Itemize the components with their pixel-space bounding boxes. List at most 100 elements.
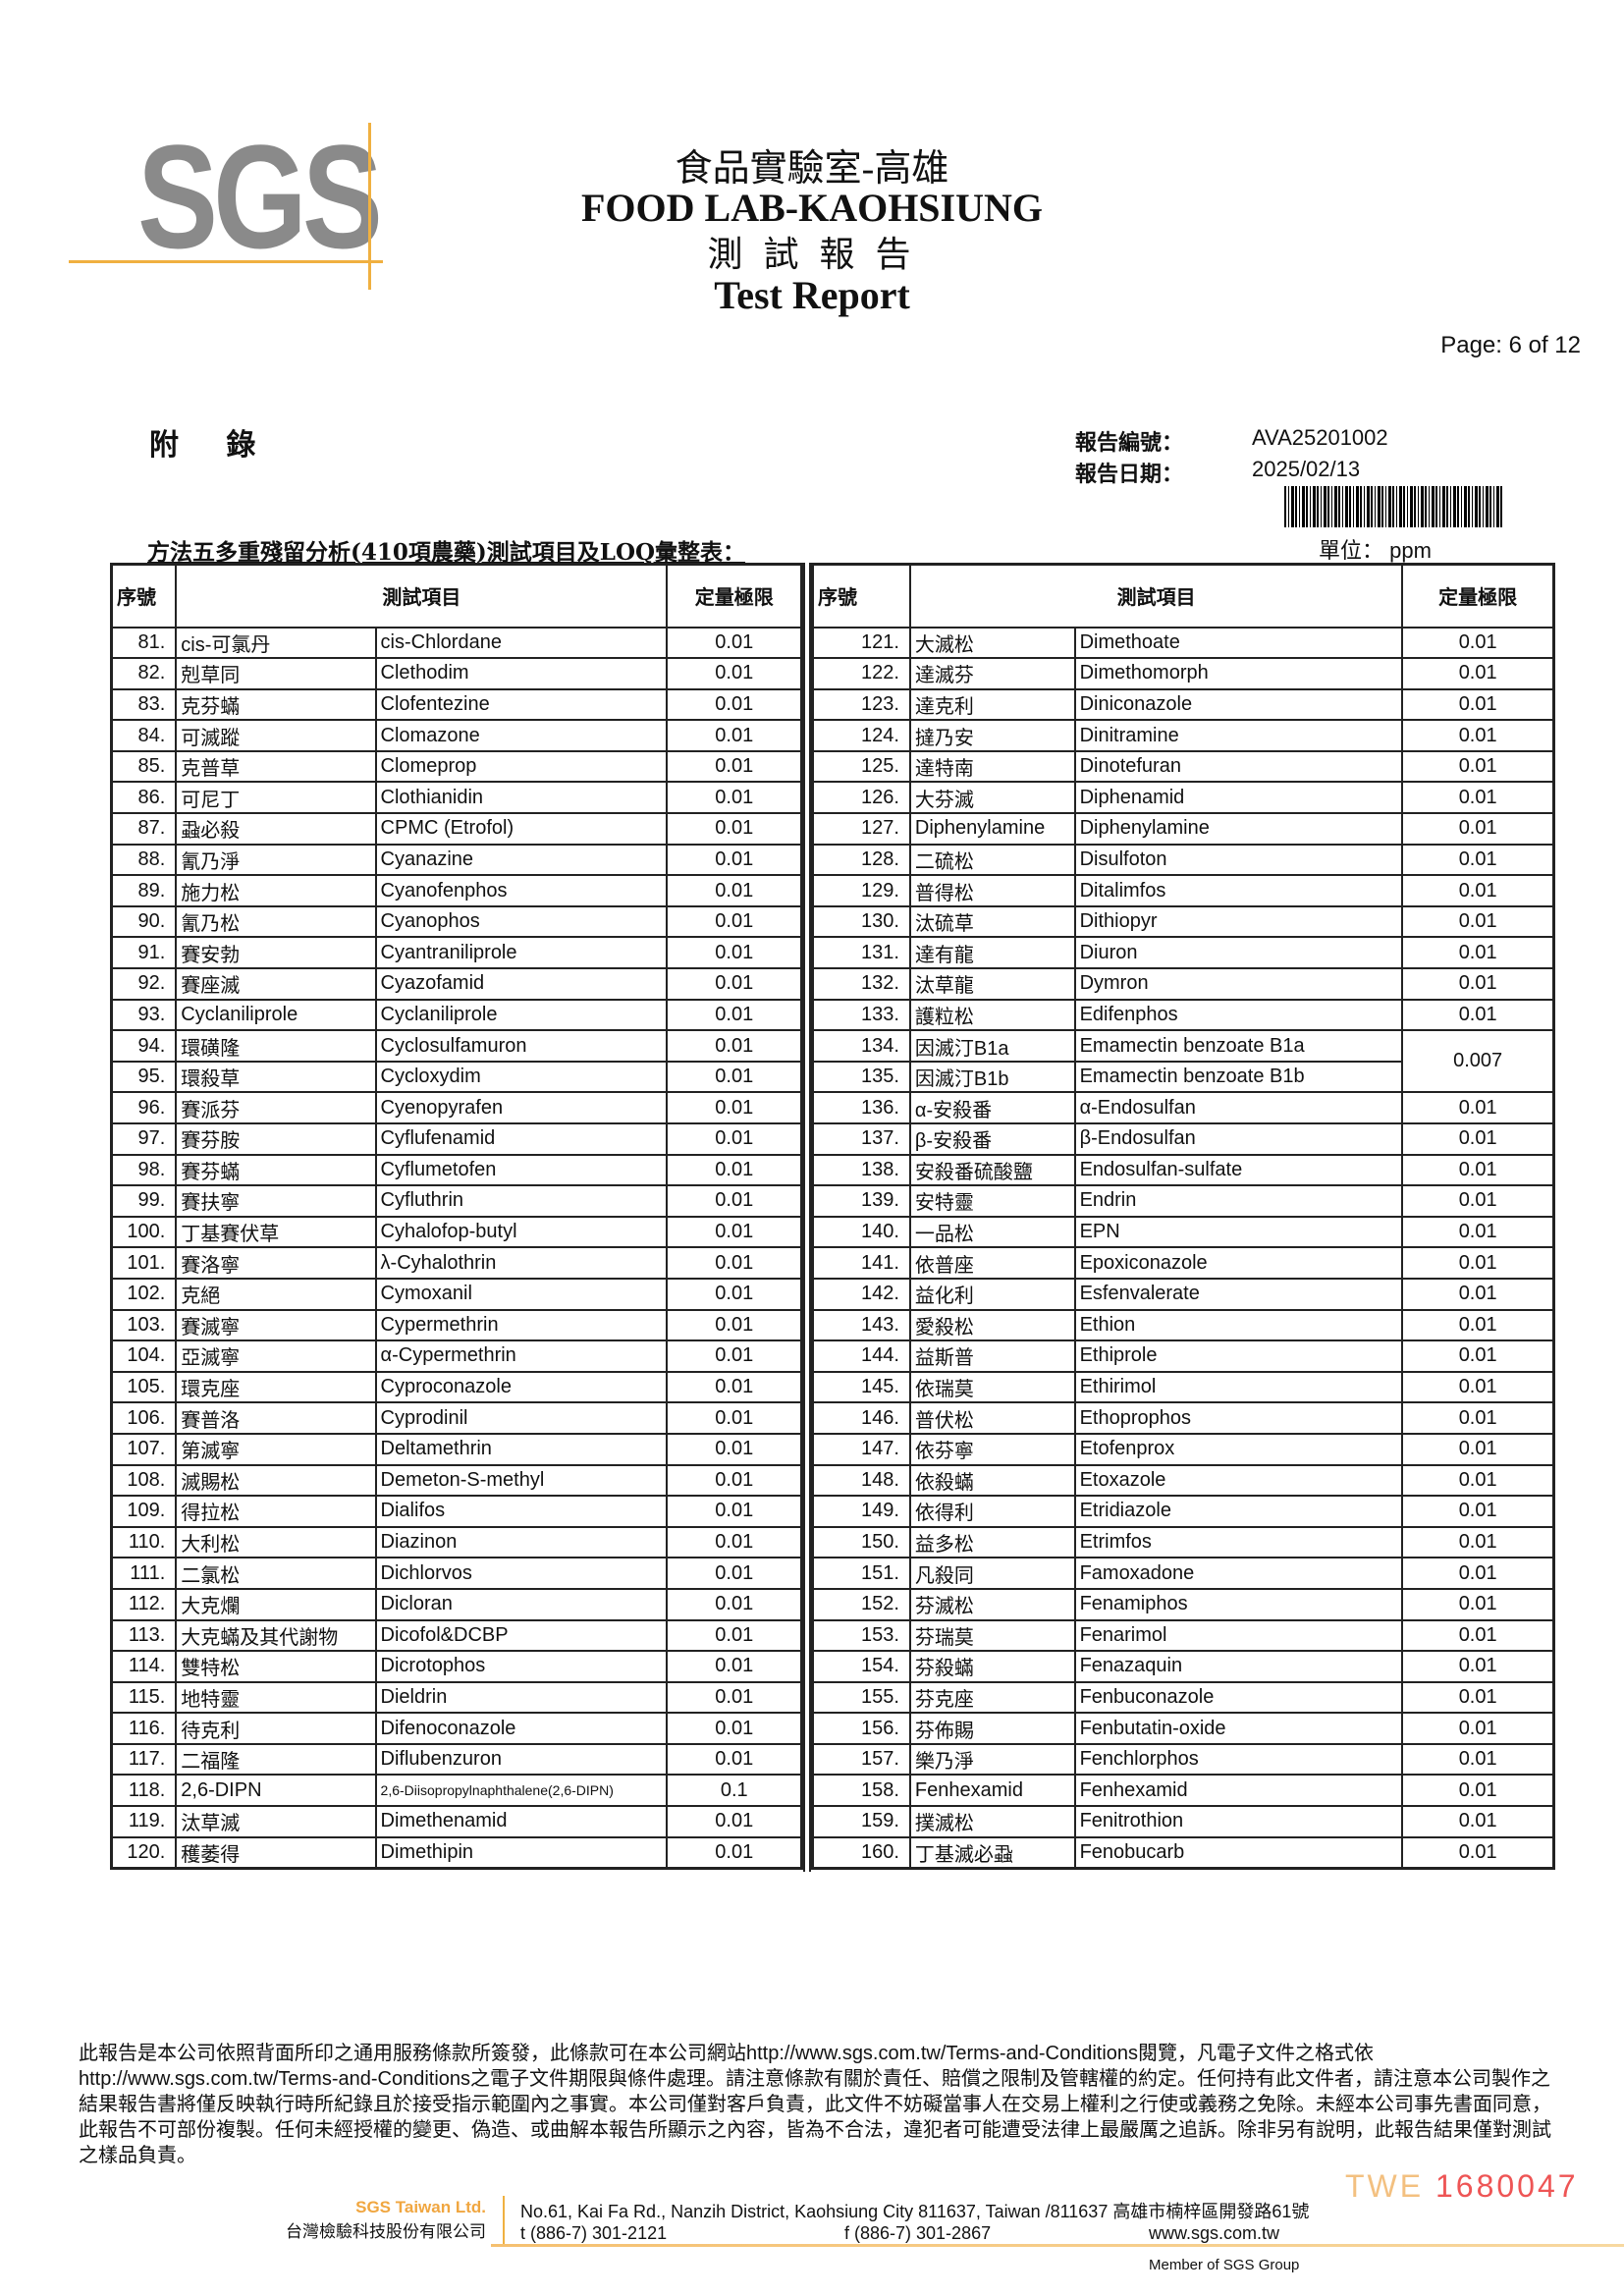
loq-value: 0.01 [666, 1029, 803, 1063]
table-row: 108. 滅賜松 Demeton-S-methyl 0.01 [110, 1463, 803, 1498]
table-row: 132. 汰草龍 Dymron 0.01 [811, 967, 1555, 1001]
terms-link[interactable]: http://www.sgs.com.tw/Terms-and-Conditio… [746, 2043, 1139, 2064]
seq-number: 149. [811, 1495, 911, 1528]
loq-value: 0.01 [666, 1805, 803, 1838]
chinese-name: 二硫松 [908, 843, 1076, 877]
loq-value: 0.01 [666, 1587, 803, 1621]
english-name: Difenoconazole [374, 1712, 669, 1745]
chinese-name: 大克爛 [175, 1587, 377, 1621]
loq-value: 0.01 [1401, 1153, 1555, 1187]
chinese-name: 益化利 [908, 1277, 1076, 1311]
table-row: 155. 芬克座 Fenbuconazole 0.01 [811, 1680, 1555, 1715]
chinese-name: 賽扶寧 [175, 1184, 377, 1218]
table-row: 140. 一品松 EPN 0.01 [811, 1215, 1555, 1249]
english-name: EPN [1073, 1215, 1404, 1249]
loq-value: 0.01 [1401, 1215, 1555, 1249]
seq-number: 84. [110, 719, 178, 752]
table-row: 95. 環殺草 Cycloxydim 0.01 [110, 1060, 803, 1094]
table-row: 158. Fenhexamid Fenhexamid 0.01 [811, 1774, 1555, 1808]
loq-value: 0.01 [1401, 781, 1555, 815]
chinese-name: 益斯普 [908, 1339, 1076, 1373]
terms-link[interactable]: http://www.sgs.com.tw/Terms-and-Conditio… [79, 2068, 471, 2090]
english-name: Diazinon [374, 1525, 669, 1559]
loq-value: 0.01 [1401, 1184, 1555, 1218]
loq-value: 0.01 [1401, 843, 1555, 877]
member-of-sgs: Member of SGS Group [1149, 2257, 1300, 2273]
english-name: Dymron [1073, 967, 1404, 1001]
seq-number: 124. [811, 719, 911, 752]
report-title-en: Test Report [714, 273, 910, 317]
chinese-name: 益多松 [908, 1525, 1076, 1559]
loq-value: 0.007 [1401, 1029, 1555, 1094]
table-row: 139. 安特靈 Endrin 0.01 [811, 1184, 1555, 1218]
english-name: Edifenphos [1073, 998, 1404, 1032]
seq-number: 131. [811, 936, 911, 970]
english-name: Clomazone [374, 719, 669, 752]
chinese-name: 安殺番硫酸鹽 [908, 1153, 1076, 1187]
loq-value: 0.01 [666, 1091, 803, 1124]
english-name: Cycloxydim [374, 1060, 669, 1094]
loq-value: 0.01 [1401, 936, 1555, 970]
english-name: Dinitramine [1073, 719, 1404, 752]
table-row: 128. 二硫松 Disulfoton 0.01 [811, 843, 1555, 877]
loq-value: 0.01 [1401, 1122, 1555, 1156]
english-name: Dialifos [374, 1495, 669, 1528]
seq-number: 98. [110, 1153, 178, 1187]
english-name: Fenarimol [1073, 1618, 1404, 1653]
table-row: 143. 愛殺松 Ethion 0.01 [811, 1308, 1555, 1342]
english-name: Dicrotophos [374, 1650, 669, 1683]
loq-value: 0.01 [1401, 1091, 1555, 1124]
chinese-name: 地特靈 [175, 1680, 377, 1715]
loq-value: 0.01 [666, 1618, 803, 1653]
chinese-name: 環磺隆 [175, 1029, 377, 1063]
chinese-name: 可尼丁 [175, 781, 377, 815]
english-name: Dichlorvos [374, 1557, 669, 1590]
seq-number: 109. [110, 1495, 178, 1528]
table-row: 131. 達有龍 Diuron 0.01 [811, 936, 1555, 970]
english-name: Dicofol&DCBP [374, 1618, 669, 1653]
chinese-name: 待克利 [175, 1712, 377, 1745]
loq-value: 0.01 [1401, 1557, 1555, 1590]
table-row: 126. 大芬滅 Diphenamid 0.01 [811, 781, 1555, 815]
seq-number: 107. [110, 1432, 178, 1466]
seq-number: 154. [811, 1650, 911, 1683]
chinese-name: 大芬滅 [908, 781, 1076, 815]
loq-value: 0.01 [1401, 1742, 1555, 1777]
loq-value: 0.01 [666, 812, 803, 846]
seq-number: 108. [110, 1463, 178, 1498]
table-row: 119. 汰草滅 Dimethenamid 0.01 [110, 1805, 803, 1838]
chinese-name: 達特南 [908, 749, 1076, 784]
loq-value: 0.01 [1401, 626, 1555, 660]
chinese-name: 賽芬蟎 [175, 1153, 377, 1187]
table-row: 122. 達滅芬 Dimethomorph 0.01 [811, 657, 1555, 690]
english-name: Cyprodinil [374, 1401, 669, 1435]
english-name: Esfenvalerate [1073, 1277, 1404, 1311]
table-row: 142. 益化利 Esfenvalerate 0.01 [811, 1277, 1555, 1311]
seq-number: 134. [811, 1029, 911, 1063]
report-title-zh: 測 試 報 告 [707, 235, 917, 274]
seq-number: 146. [811, 1401, 911, 1435]
english-name: Cyanofenphos [374, 874, 669, 907]
seq-number: 99. [110, 1184, 178, 1218]
seq-number: 96. [110, 1091, 178, 1124]
table-row: 144. 益斯普 Ethiprole 0.01 [811, 1339, 1555, 1373]
loq-value: 0.01 [1401, 812, 1555, 846]
chinese-name: 得拉松 [175, 1495, 377, 1528]
english-name: β-Endosulfan [1073, 1122, 1404, 1156]
seq-number: 92. [110, 967, 178, 1001]
chinese-name: 達克利 [908, 687, 1076, 722]
seq-number: 159. [811, 1805, 911, 1838]
loq-value: 0.01 [1401, 1432, 1555, 1466]
table-row: 81. cis-可氯丹 cis-Chlordane 0.01 [110, 626, 803, 660]
chinese-name: 因滅汀B1b [908, 1060, 1076, 1094]
loq-value: 0.01 [666, 1525, 803, 1559]
table-row: 101. 賽洛寧 λ-Cyhalothrin 0.01 [110, 1246, 803, 1280]
header-loq: 定量極限 [666, 563, 803, 629]
english-name: Cyflumetofen [374, 1153, 669, 1187]
seq-number: 114. [110, 1650, 178, 1683]
table-row: 92. 賽座滅 Cyazofamid 0.01 [110, 967, 803, 1001]
loq-value: 0.01 [1401, 1525, 1555, 1559]
loq-value: 0.01 [1401, 874, 1555, 907]
loq-value: 0.01 [1401, 1805, 1555, 1838]
chinese-name: 克芬蟎 [175, 687, 377, 722]
